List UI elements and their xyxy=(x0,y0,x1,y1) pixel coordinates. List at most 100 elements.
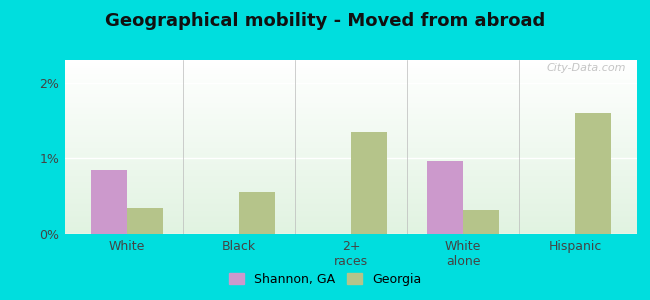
Bar xyxy=(65,93,637,94)
Bar xyxy=(65,170,637,171)
Bar xyxy=(65,186,637,187)
Bar xyxy=(65,119,637,120)
Bar xyxy=(65,171,637,172)
Text: Geographical mobility - Moved from abroad: Geographical mobility - Moved from abroa… xyxy=(105,12,545,30)
Bar xyxy=(65,141,637,142)
Bar xyxy=(65,124,637,125)
Bar xyxy=(65,164,637,165)
Bar xyxy=(65,167,637,168)
Bar xyxy=(65,105,637,106)
Bar xyxy=(65,137,637,138)
Bar xyxy=(65,152,637,153)
Bar xyxy=(65,199,637,200)
Bar xyxy=(65,132,637,133)
Bar xyxy=(65,100,637,101)
Bar xyxy=(65,209,637,210)
Bar xyxy=(65,114,637,115)
Bar xyxy=(65,121,637,122)
Bar xyxy=(65,145,637,146)
Bar xyxy=(65,88,637,89)
Bar xyxy=(65,87,637,88)
Bar xyxy=(65,72,637,73)
Bar xyxy=(65,198,637,199)
Bar xyxy=(65,131,637,132)
Bar xyxy=(65,181,637,182)
Bar xyxy=(65,138,637,139)
Bar xyxy=(65,183,637,184)
Bar xyxy=(65,74,637,75)
Bar xyxy=(65,99,637,100)
Bar xyxy=(65,184,637,185)
Bar xyxy=(65,162,637,163)
Bar xyxy=(65,91,637,92)
Bar xyxy=(65,62,637,63)
Bar xyxy=(65,144,637,145)
Bar xyxy=(65,204,637,205)
Bar xyxy=(65,222,637,223)
Bar xyxy=(65,96,637,97)
Bar xyxy=(65,188,637,189)
Bar xyxy=(65,189,637,190)
Bar xyxy=(65,211,637,212)
Bar xyxy=(65,200,637,201)
Bar xyxy=(65,174,637,175)
Bar xyxy=(65,79,637,80)
Bar xyxy=(65,169,637,170)
Bar xyxy=(65,176,637,177)
Bar xyxy=(427,160,463,234)
Bar xyxy=(65,94,637,95)
Bar xyxy=(65,73,637,74)
Bar xyxy=(65,163,637,164)
Bar xyxy=(65,210,637,211)
Bar xyxy=(65,214,637,215)
Bar xyxy=(575,113,611,234)
Bar xyxy=(65,95,637,96)
Bar xyxy=(65,158,637,159)
Bar xyxy=(65,66,637,67)
Bar xyxy=(65,160,637,161)
Bar xyxy=(65,153,637,154)
Bar xyxy=(65,78,637,79)
Bar xyxy=(65,103,637,104)
Bar xyxy=(65,201,637,202)
Bar xyxy=(65,161,637,162)
Bar xyxy=(65,154,637,155)
Bar xyxy=(65,65,637,66)
Bar xyxy=(65,177,637,178)
Bar xyxy=(65,217,637,218)
Bar xyxy=(65,150,637,151)
Bar xyxy=(65,71,637,72)
Bar xyxy=(65,118,637,119)
Bar xyxy=(65,179,637,180)
Bar xyxy=(65,202,637,203)
Bar xyxy=(65,102,637,103)
Bar xyxy=(65,151,637,152)
Bar xyxy=(65,97,637,98)
Bar xyxy=(65,70,637,71)
Bar xyxy=(65,194,637,195)
Bar xyxy=(65,75,637,76)
Bar xyxy=(65,109,637,110)
Bar xyxy=(65,225,637,226)
Bar xyxy=(65,178,637,179)
Bar xyxy=(65,224,637,225)
Bar xyxy=(65,169,637,170)
Bar xyxy=(65,122,637,123)
Bar xyxy=(65,172,637,173)
Bar xyxy=(65,116,637,117)
Bar xyxy=(65,98,637,99)
Bar xyxy=(65,155,637,156)
Bar xyxy=(65,173,637,174)
Bar xyxy=(65,191,637,192)
Bar xyxy=(65,208,637,209)
Bar xyxy=(65,135,637,136)
Bar xyxy=(65,128,637,129)
Bar xyxy=(65,84,637,85)
Bar xyxy=(65,166,637,167)
Bar xyxy=(65,206,637,207)
Bar xyxy=(65,67,637,68)
Bar xyxy=(65,215,637,216)
Bar xyxy=(65,136,637,137)
Bar xyxy=(65,83,637,84)
Bar xyxy=(65,205,637,206)
